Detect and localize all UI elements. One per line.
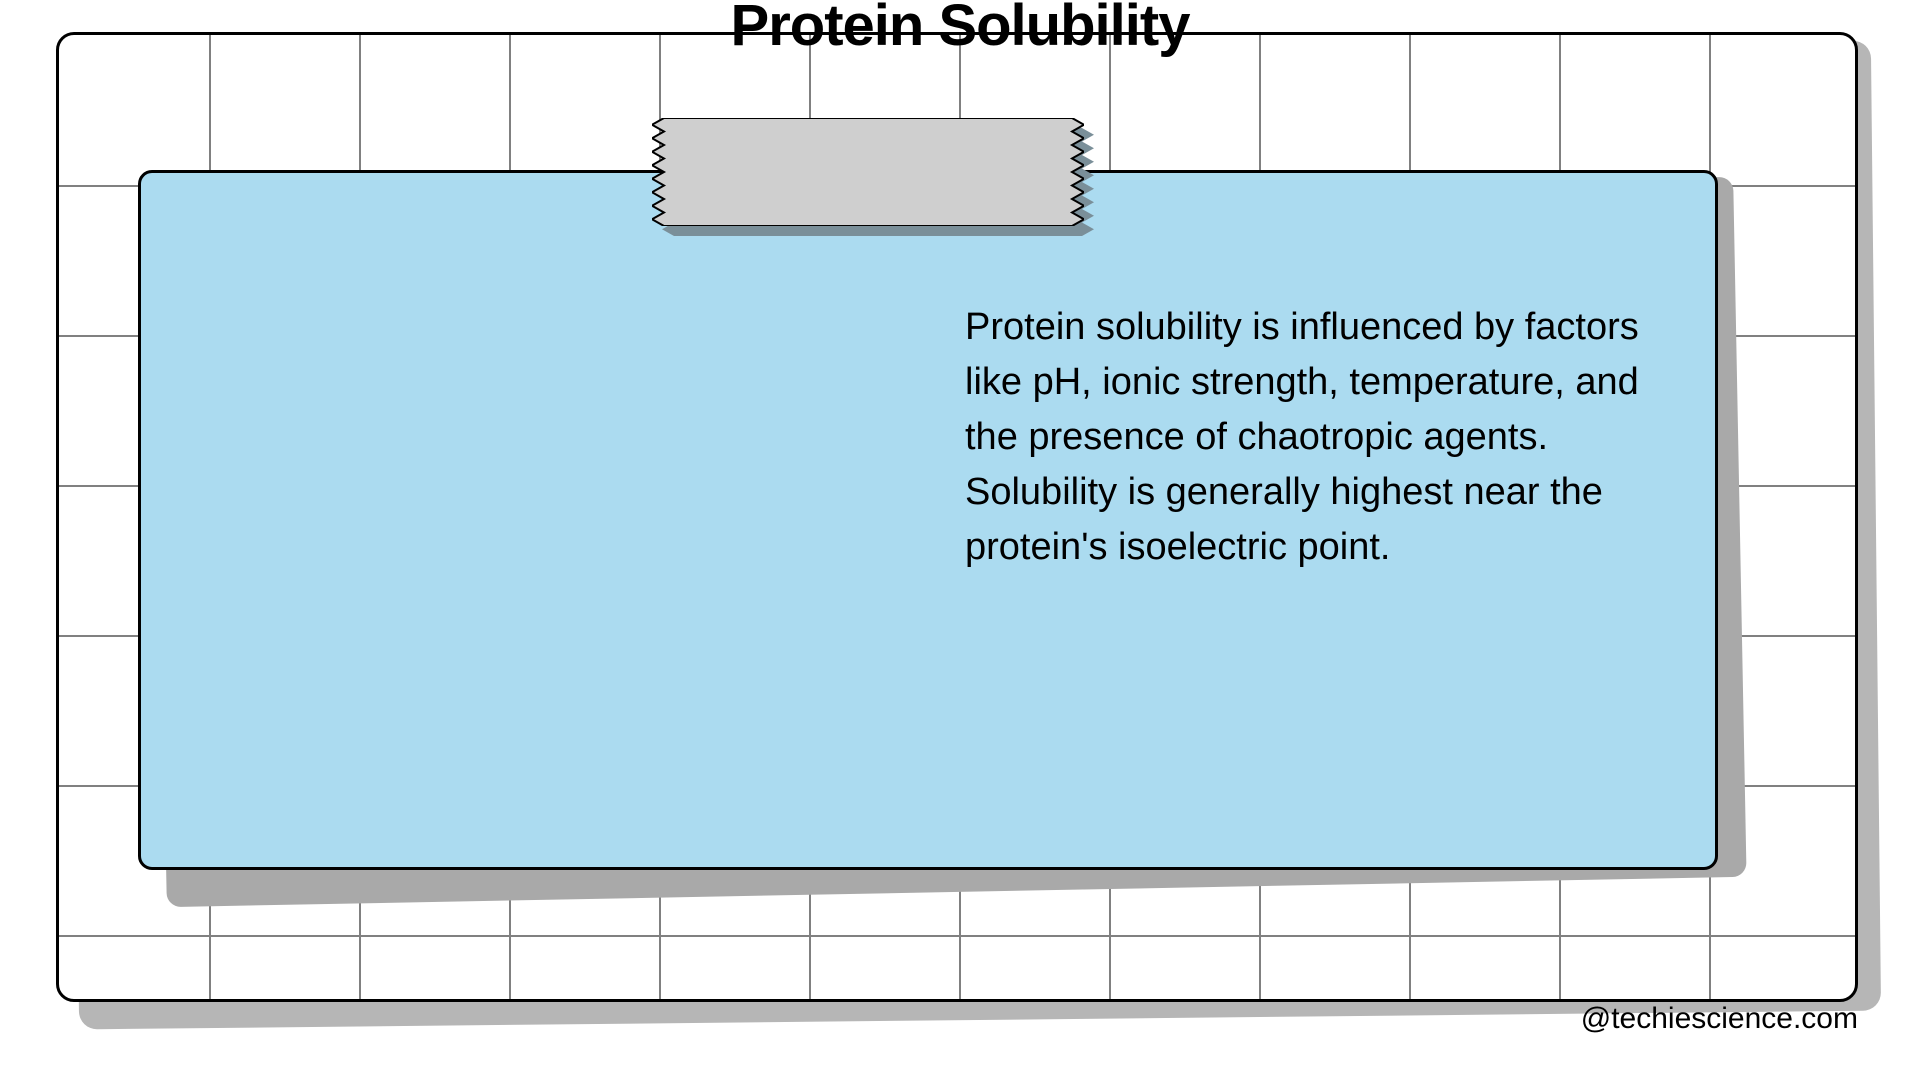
tape <box>652 118 1084 226</box>
body-text: Protein solubility is influenced by fact… <box>965 300 1665 575</box>
attribution: @techiescience.com <box>1581 1002 1858 1036</box>
page-title: Protein Solubility <box>0 0 1920 59</box>
